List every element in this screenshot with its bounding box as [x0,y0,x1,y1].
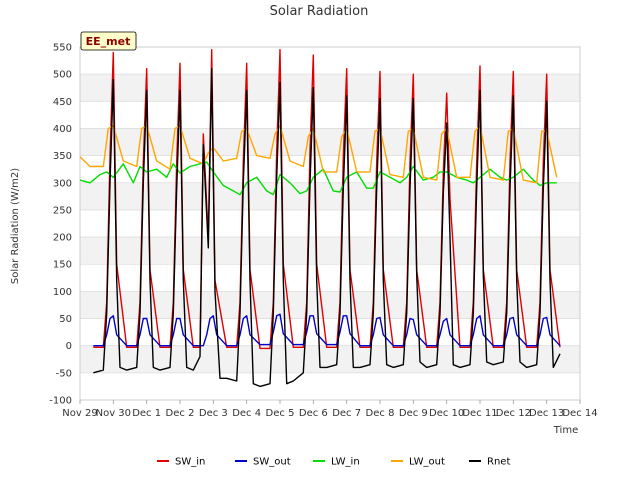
legend-label: LW_in [331,457,360,468]
legend-label: SW_out [253,457,291,468]
grid-band [80,237,580,265]
y-tick-label: 400 [53,124,72,135]
legend: SW_in SW_out LW_in LW_out Rnet [157,457,510,468]
series-line-sw-out [93,313,561,347]
y-tick-label: -50 [56,368,72,379]
y-tick-label: 450 [53,97,72,108]
x-tick-label: Dec 3 [199,408,228,419]
x-tick-label: Dec 9 [399,408,428,419]
x-tick-label: Dec 6 [299,408,328,419]
legend-label: Rnet [487,457,510,468]
x-axis-title: Time [553,425,578,436]
x-tick-label: Dec 10 [429,408,464,419]
x-tick-label: Dec 5 [266,408,295,419]
grid-band [80,345,580,373]
y-axis-ticks: -100 -50 0 50 100 150 200 250 300 350 400 450 500 550 [49,43,72,407]
plot-frame [79,46,581,401]
grid-band [80,182,580,210]
y-tick-label: 500 [53,70,72,81]
x-tick-label: Dec 1 [132,408,161,419]
y-tick-label: 300 [53,178,72,189]
legend-label: SW_in [175,457,205,468]
grid-band [80,74,580,102]
x-tick-label: Dec 11 [462,408,497,419]
station-badge-label: EE_met [86,35,131,48]
y-tick-label: 100 [53,287,72,298]
y-tick-label: 200 [53,233,72,244]
grid-band [80,291,580,319]
y-axis-title: Solar Radiation (W/m2) [10,168,21,284]
x-tick-label: Dec 13 [529,408,564,419]
x-tick-label: Dec 7 [332,408,361,419]
series-line-rnet [93,67,561,388]
x-tick-label: Dec 8 [366,408,395,419]
y-tick-label: 350 [53,151,72,162]
y-tick-label: -100 [49,396,72,407]
y-tick-label: 250 [53,205,72,216]
y-tick-label: 150 [53,260,72,271]
y-tick-label: 550 [53,43,72,54]
station-badge: EE_met [80,31,137,51]
grid-band [80,128,580,156]
chart-title: Solar Radiation [270,4,369,19]
y-tick-label: 0 [66,341,72,352]
station-badge-box [80,31,137,51]
x-tick-label: Nov 30 [96,408,131,419]
plot-bands [80,74,580,373]
series-line-lw-out [79,124,558,184]
x-tick-label: Dec 12 [496,408,531,419]
x-tick-label: Nov 29 [62,408,97,419]
y-tick-label: 50 [59,314,72,325]
x-tick-label: Dec 14 [562,408,597,419]
series-layer [79,49,561,388]
x-tick-label: Dec 2 [166,408,195,419]
x-tick-label: Dec 4 [232,408,261,419]
legend-label: LW_out [409,457,445,468]
